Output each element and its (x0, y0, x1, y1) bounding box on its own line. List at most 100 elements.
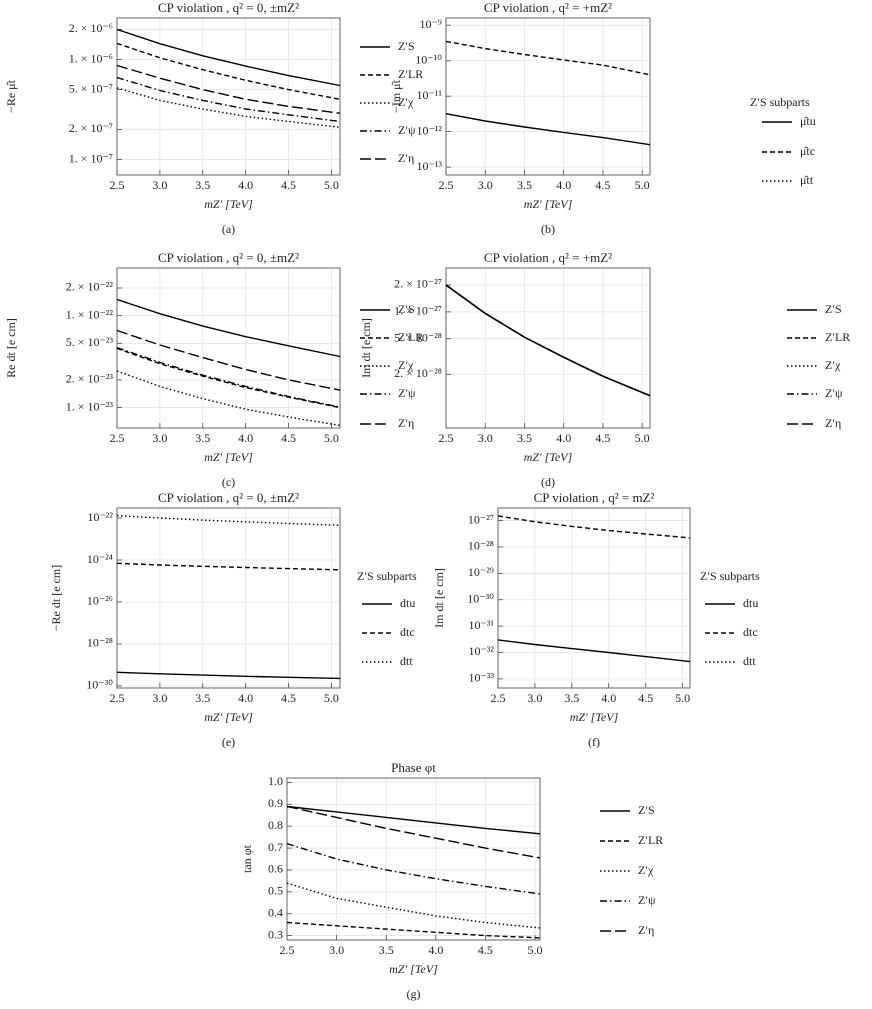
y-tick-label: 1. × 10⁻⁷ (69, 151, 113, 165)
y-tick-label: 10⁻²⁴ (87, 552, 113, 566)
y-axis-label: −Re dt [e cm] (49, 565, 63, 631)
y-tick-label: 1. × 10⁻²⁷ (394, 304, 442, 318)
y-tick-label: 10⁻²⁸ (87, 636, 113, 650)
plot-frame (445, 267, 651, 429)
y-tick-label: 0.5 (268, 884, 283, 898)
chart-title: CP violation , q² = mZ² (534, 490, 655, 505)
legend-label: Z′χ (638, 863, 654, 877)
series-line (445, 284, 651, 397)
series-line (116, 329, 341, 391)
plot-frame (116, 267, 341, 429)
series-line (116, 64, 341, 114)
caption: (f) (588, 735, 600, 749)
y-tick-label: 0.6 (268, 862, 283, 876)
chart-title: CP violation , q² = 0, ±mZ² (158, 0, 299, 15)
x-tick-label: 4.5 (281, 431, 296, 445)
plot-frame (445, 17, 651, 176)
series-line (116, 514, 341, 526)
legend-label: Z′η (638, 923, 654, 937)
y-tick-label: 5. × 10⁻⁷ (69, 81, 113, 95)
series-line (445, 40, 651, 76)
y-tick-label: 10⁻²⁷ (468, 512, 494, 526)
y-tick-label: 2. × 10⁻²⁸ (394, 366, 442, 380)
series-line (116, 87, 341, 128)
y-tick-label: 10⁻²⁶ (87, 594, 113, 608)
x-tick-label: 3.0 (152, 178, 167, 192)
legend-label: Z′χ (398, 358, 414, 372)
chart-panel: 1. × 10⁻⁷ 2. × 10⁻⁷ 5. × 10⁻⁷ 1. × 10⁻⁶ 2. ×… (4, 0, 424, 236)
caption: (e) (222, 735, 235, 749)
x-tick-label: 3.5 (517, 431, 532, 445)
y-axis-label: Im dt [e cm] (359, 318, 373, 378)
x-tick-label: 5.0 (528, 943, 543, 957)
legend-label: Z′χ (825, 358, 841, 372)
series-line (445, 284, 651, 397)
x-tick-label: 4.0 (601, 691, 616, 705)
legend-label: μ̂tt (800, 173, 814, 187)
x-tick-label: 3.0 (152, 431, 167, 445)
chart-panel: 1. × 10⁻²³ 2. × 10⁻²³ 5. × 10⁻²³ 1. × 10⁻²²… (4, 250, 424, 489)
series-line (116, 370, 341, 427)
y-tick-label: 10⁻²⁹ (468, 565, 494, 579)
series-line (497, 515, 691, 539)
y-axis-label: Im dt [e cm] (432, 568, 446, 628)
y-tick-label: 0.4 (268, 905, 283, 919)
legend-label: Z′ψ (638, 893, 656, 907)
y-tick-label: 10⁻⁹ (419, 17, 442, 31)
series-line (445, 113, 651, 146)
legend-label: Z′S (398, 302, 415, 316)
series-line (116, 562, 341, 571)
y-tick-label: 5. × 10⁻²⁸ (394, 330, 442, 344)
x-tick-label: 2.5 (439, 431, 454, 445)
y-tick-label: 0.9 (268, 796, 283, 810)
caption: (d) (541, 475, 555, 489)
chart-title: CP violation , q² = +mZ² (484, 0, 612, 15)
chart-title: CP violation , q² = +mZ² (484, 250, 612, 265)
y-tick-label: 10⁻¹² (416, 123, 442, 137)
plot-frame (116, 17, 341, 176)
x-tick-label: 4.5 (595, 178, 610, 192)
legend-label: Z′S (825, 302, 842, 316)
y-tick-label: 10⁻³³ (468, 671, 494, 685)
y-tick-label: 10⁻³¹ (468, 618, 494, 632)
x-tick-label: 3.0 (152, 691, 167, 705)
caption: (b) (541, 222, 555, 236)
x-tick-label: 3.5 (195, 691, 210, 705)
chart-panel: 10⁻¹³ 10⁻¹² 10⁻¹¹ 10⁻¹⁰ 10⁻⁹ 2.5 3.0 3.5 4.0 4.5 5… (389, 0, 816, 236)
y-tick-label: 2. × 10⁻²² (66, 280, 114, 294)
series-line (445, 284, 651, 397)
x-tick-label: 3.5 (517, 178, 532, 192)
series-line (445, 284, 651, 397)
y-tick-label: 0.8 (268, 818, 283, 832)
x-tick-label: 5.0 (324, 691, 339, 705)
y-tick-label: 2. × 10⁻²⁷ (394, 277, 442, 291)
legend-label: μ̂tu (800, 114, 816, 128)
legend-label: dtt (743, 654, 756, 668)
series-line (116, 671, 341, 680)
x-tick-label: 3.5 (195, 178, 210, 192)
legend-title: Z′S subparts (750, 95, 810, 109)
x-tick-label: 4.0 (556, 178, 571, 192)
x-tick-label: 2.5 (110, 178, 125, 192)
x-tick-label: 5.0 (635, 431, 650, 445)
series-line (286, 882, 541, 929)
x-tick-label: 3.0 (478, 431, 493, 445)
plot-frame (116, 507, 341, 689)
y-tick-label: 0.7 (268, 840, 283, 854)
x-tick-label: 3.0 (478, 178, 493, 192)
y-tick-label: 10⁻³² (468, 644, 494, 658)
x-tick-label: 3.5 (195, 431, 210, 445)
chart-panel: 10⁻³⁰ 10⁻²⁸ 10⁻²⁶ 10⁻²⁴ 10⁻²² 2.5 3.0 3.5 4.0 4.5… (49, 490, 417, 749)
x-tick-label: 5.0 (324, 431, 339, 445)
series-line (286, 921, 541, 939)
chart-panel: 0.3 0.4 0.5 0.6 0.7 0.8 0.9 1.0 2.5 3.0 3.5 4.0 4.5 5… (240, 760, 664, 1001)
chart-title: CP violation , q² = 0, ±mZ² (158, 250, 299, 265)
x-tick-label: 3.0 (527, 691, 542, 705)
legend-label: Z′LR (638, 833, 663, 847)
y-tick-label: 10⁻³⁰ (86, 678, 113, 692)
y-tick-label: 0.3 (268, 927, 283, 941)
plot-frame (497, 507, 691, 689)
legend-label: dtu (743, 596, 758, 610)
y-tick-label: 10⁻³⁰ (467, 591, 494, 605)
x-tick-label: 4.5 (638, 691, 653, 705)
